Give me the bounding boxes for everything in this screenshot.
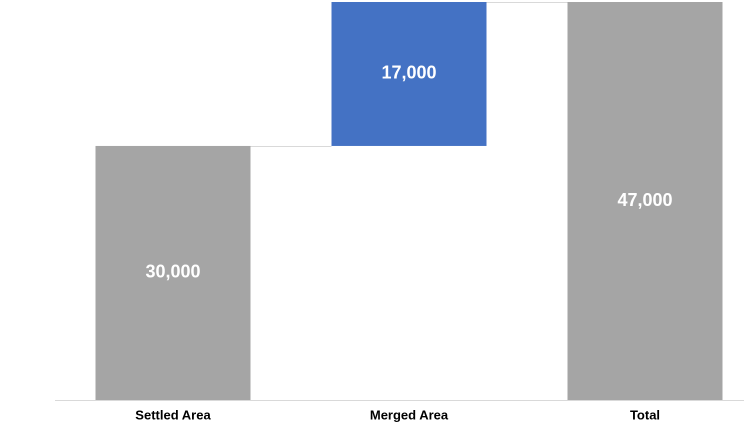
value-label: 47,000 bbox=[617, 190, 672, 210]
value-label: 30,000 bbox=[145, 262, 200, 282]
x-tick-label: Settled Area bbox=[135, 407, 211, 422]
x-tick-label: Total bbox=[630, 407, 660, 422]
bar bbox=[331, 2, 487, 146]
x-tick-label: Merged Area bbox=[370, 407, 449, 422]
bar bbox=[567, 2, 723, 400]
value-label: 17,000 bbox=[381, 63, 436, 83]
bar bbox=[95, 145, 251, 400]
